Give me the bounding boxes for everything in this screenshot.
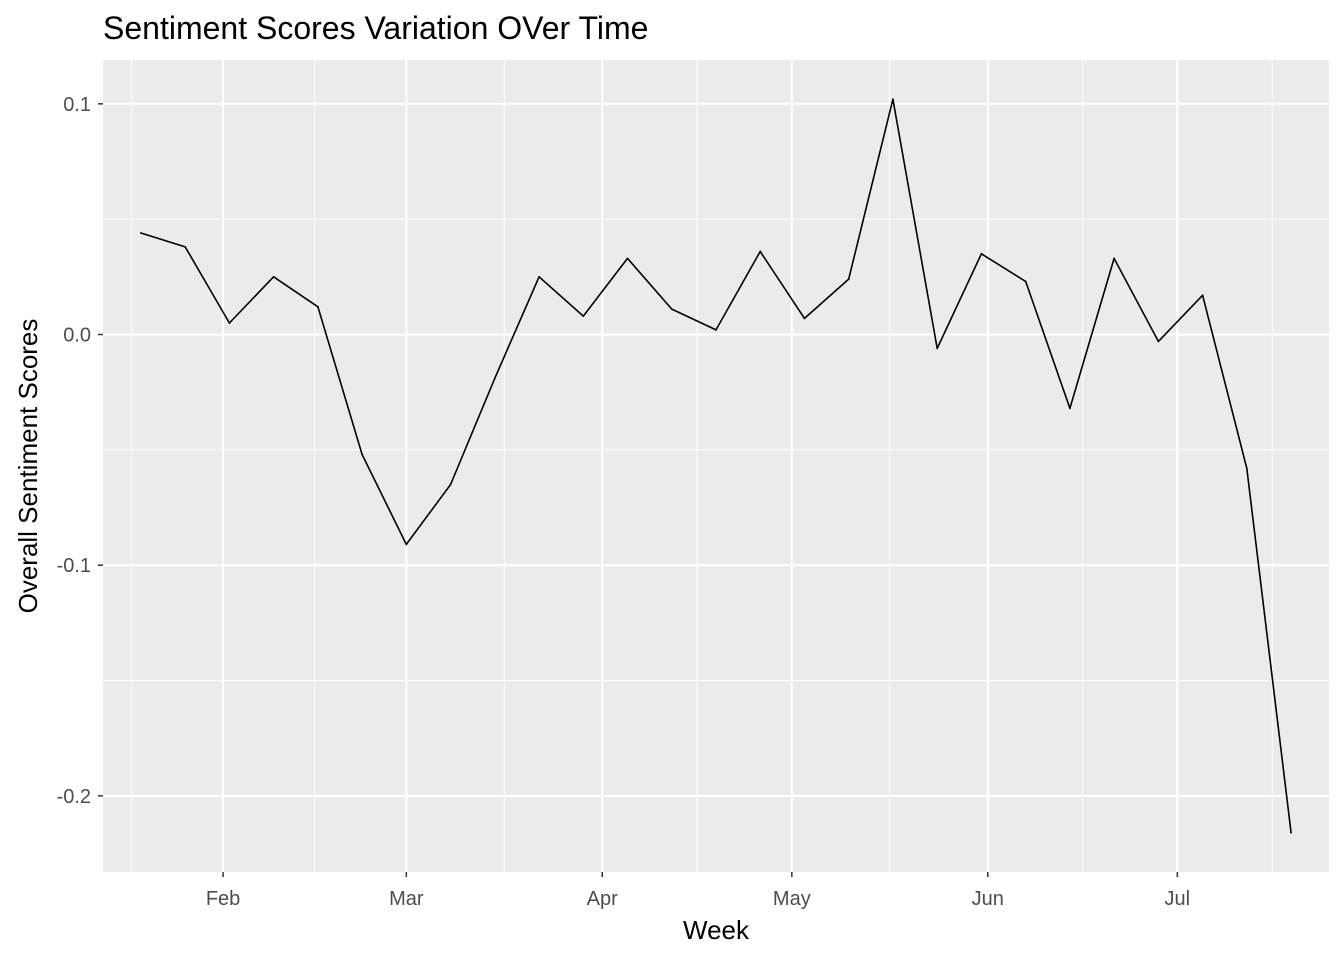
x-tick-label: Apr bbox=[587, 888, 618, 910]
data-point bbox=[1024, 280, 1027, 283]
data-point bbox=[936, 347, 939, 350]
data-point bbox=[1290, 831, 1292, 834]
data-point bbox=[803, 317, 806, 320]
minor-gridlines bbox=[103, 60, 1329, 872]
x-tick-label: May bbox=[773, 888, 811, 910]
chart-title: Sentiment Scores Variation OVer Time bbox=[103, 10, 649, 46]
x-axis-title: Week bbox=[683, 915, 750, 945]
data-point bbox=[184, 245, 187, 248]
data-point bbox=[272, 275, 275, 278]
data-point bbox=[626, 257, 629, 260]
data-point bbox=[759, 250, 762, 253]
y-tick-label: 0.1 bbox=[63, 94, 91, 116]
data-point bbox=[316, 305, 319, 308]
plot-panel bbox=[103, 60, 1329, 872]
data-point bbox=[493, 377, 496, 380]
y-axis: 0.1 0.0 -0.1 -0.2 bbox=[57, 94, 103, 808]
x-tick-label: Jul bbox=[1165, 888, 1191, 910]
y-tick-label: 0.0 bbox=[63, 325, 91, 347]
x-tick-label: Feb bbox=[206, 888, 240, 910]
data-point bbox=[405, 543, 408, 546]
data-point bbox=[1245, 467, 1248, 470]
series-layer bbox=[140, 98, 1292, 834]
data-point bbox=[361, 453, 364, 456]
data-point bbox=[582, 315, 585, 317]
data-point bbox=[140, 232, 142, 234]
data-point bbox=[980, 252, 983, 255]
data-point bbox=[715, 328, 717, 331]
major-gridlines bbox=[103, 60, 1329, 872]
y-tick-label: -0.1 bbox=[57, 555, 91, 577]
data-point bbox=[228, 322, 231, 324]
data-point bbox=[1201, 294, 1204, 297]
x-tick-label: Mar bbox=[389, 888, 424, 910]
data-point bbox=[670, 308, 673, 311]
data-point bbox=[449, 483, 452, 486]
y-tick-label: -0.2 bbox=[57, 786, 91, 808]
data-point bbox=[1068, 407, 1071, 410]
data-point bbox=[1113, 257, 1116, 260]
x-tick-label: Jun bbox=[972, 888, 1004, 910]
y-axis-title: Overall Sentiment Scores bbox=[13, 319, 43, 614]
x-axis: Feb Mar Apr May Jun Jul bbox=[206, 872, 1190, 910]
data-point bbox=[847, 278, 850, 281]
data-point bbox=[1157, 340, 1160, 343]
data-point bbox=[538, 275, 540, 278]
data-point bbox=[892, 98, 894, 101]
